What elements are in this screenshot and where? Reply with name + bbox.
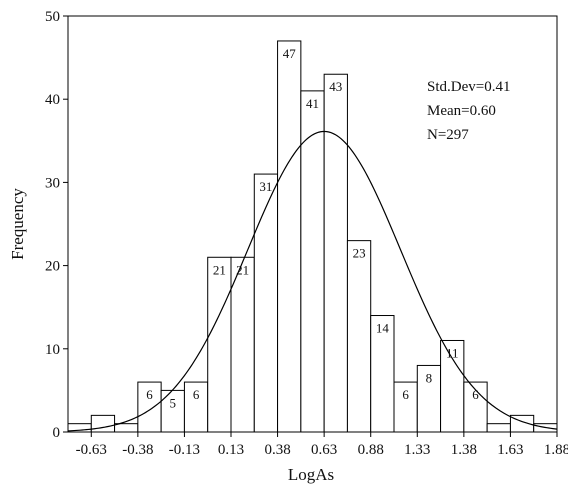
histogram-bar [230,256,255,433]
y-tick-label: 20 [45,259,60,275]
histogram-bar [463,381,488,433]
bar-value-label: 23 [353,246,366,261]
histogram-bar [323,73,348,433]
bar-value-label: 6 [472,387,479,402]
histogram-bar [207,256,232,433]
y-tick-label: 50 [45,9,60,25]
histogram-bar [114,423,139,433]
histogram-bar [277,40,302,433]
y-tick-label: 30 [45,175,60,191]
bars-group [67,40,558,433]
bar-value-label: 41 [306,96,319,111]
histogram-bar [486,423,511,433]
y-axis: 0 10 20 30 40 50 [45,9,68,441]
x-tick-label: -0.38 [122,442,153,458]
bar-value-label: 21 [213,262,226,277]
histogram-bar [90,414,116,433]
bar-value-label: 43 [329,79,342,94]
x-tick-label: 0.63 [311,442,337,458]
stat-n: N=297 [427,127,469,143]
histogram-bar [253,173,279,433]
bar-value-label: 8 [426,370,433,385]
histogram-bar [346,240,372,433]
bar-value-label: 6 [146,387,153,402]
x-tick-label: 0.13 [218,442,244,458]
bar-value-label: 47 [283,46,297,61]
x-tick-label: 1.63 [497,442,523,458]
stat-mean: Mean=0.60 [427,103,496,119]
x-tick-label: 1.33 [404,442,430,458]
bar-value-label: 11 [446,345,459,360]
y-tick-label: 0 [53,425,61,441]
x-tick-label: -0.63 [76,442,107,458]
x-tick-label: -0.13 [169,442,200,458]
x-tick-label: 0.88 [358,442,384,458]
normal-curve [67,130,558,432]
bar-value-label: 5 [170,395,177,410]
bar-value-label: 31 [259,179,272,194]
histogram-bar [370,315,395,433]
y-axis-title: Frequency [8,188,27,260]
x-tick-label: 1.88 [544,442,568,458]
y-tick-label: 10 [45,342,60,358]
bar-value-label: 6 [402,387,409,402]
bar-value-label: 6 [193,387,200,402]
x-axis-title: LogAs [288,465,334,484]
y-tick-label: 40 [45,92,60,108]
bar-value-label: 14 [376,321,390,336]
x-axis: -0.63 -0.38 -0.13 0.13 0.38 0.63 0.88 1.33 1.38 1… [76,432,568,458]
x-tick-label: 0.38 [264,442,290,458]
bar-value-label: 21 [236,262,249,277]
bar-labels-group: 6 5 6 21 21 31 47 41 43 23 14 6 8 11 6 [146,46,479,410]
stat-std-dev: Std.Dev=0.41 [427,79,510,95]
x-tick-label: 1.38 [451,442,477,458]
